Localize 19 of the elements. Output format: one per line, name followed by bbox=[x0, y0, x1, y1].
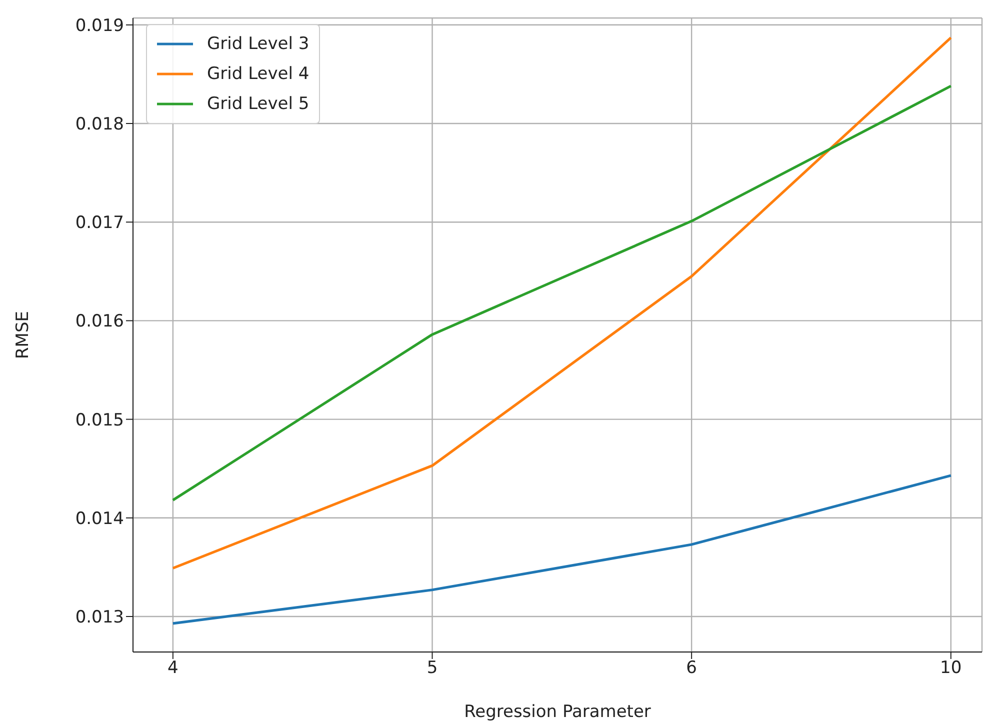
y-axis-title: RMSE bbox=[13, 310, 34, 360]
x-tick-label: 5 bbox=[426, 658, 438, 678]
legend-label: Grid Level 4 bbox=[207, 63, 310, 86]
y-tick-label: 0.019 bbox=[75, 16, 124, 36]
y-tick-label: 0.017 bbox=[75, 213, 124, 234]
x-tick-label: 10 bbox=[940, 658, 962, 678]
y-tick-label: 0.018 bbox=[75, 114, 124, 135]
line-series bbox=[172, 84, 952, 502]
line-series bbox=[172, 474, 952, 625]
y-tick-label: 0.015 bbox=[75, 410, 124, 430]
line-series bbox=[172, 36, 952, 570]
x-tick-label: 4 bbox=[168, 658, 178, 678]
x-tick-label: 6 bbox=[686, 658, 697, 678]
legend-label: Grid Level 5 bbox=[207, 93, 310, 116]
y-tick-label: 0.013 bbox=[75, 608, 124, 628]
x-axis-title: Regression Parameter bbox=[464, 702, 651, 722]
y-tick-label: 0.016 bbox=[75, 312, 124, 332]
legend-label: Grid Level 3 bbox=[207, 33, 310, 56]
y-tick-label: 0.014 bbox=[75, 508, 124, 529]
